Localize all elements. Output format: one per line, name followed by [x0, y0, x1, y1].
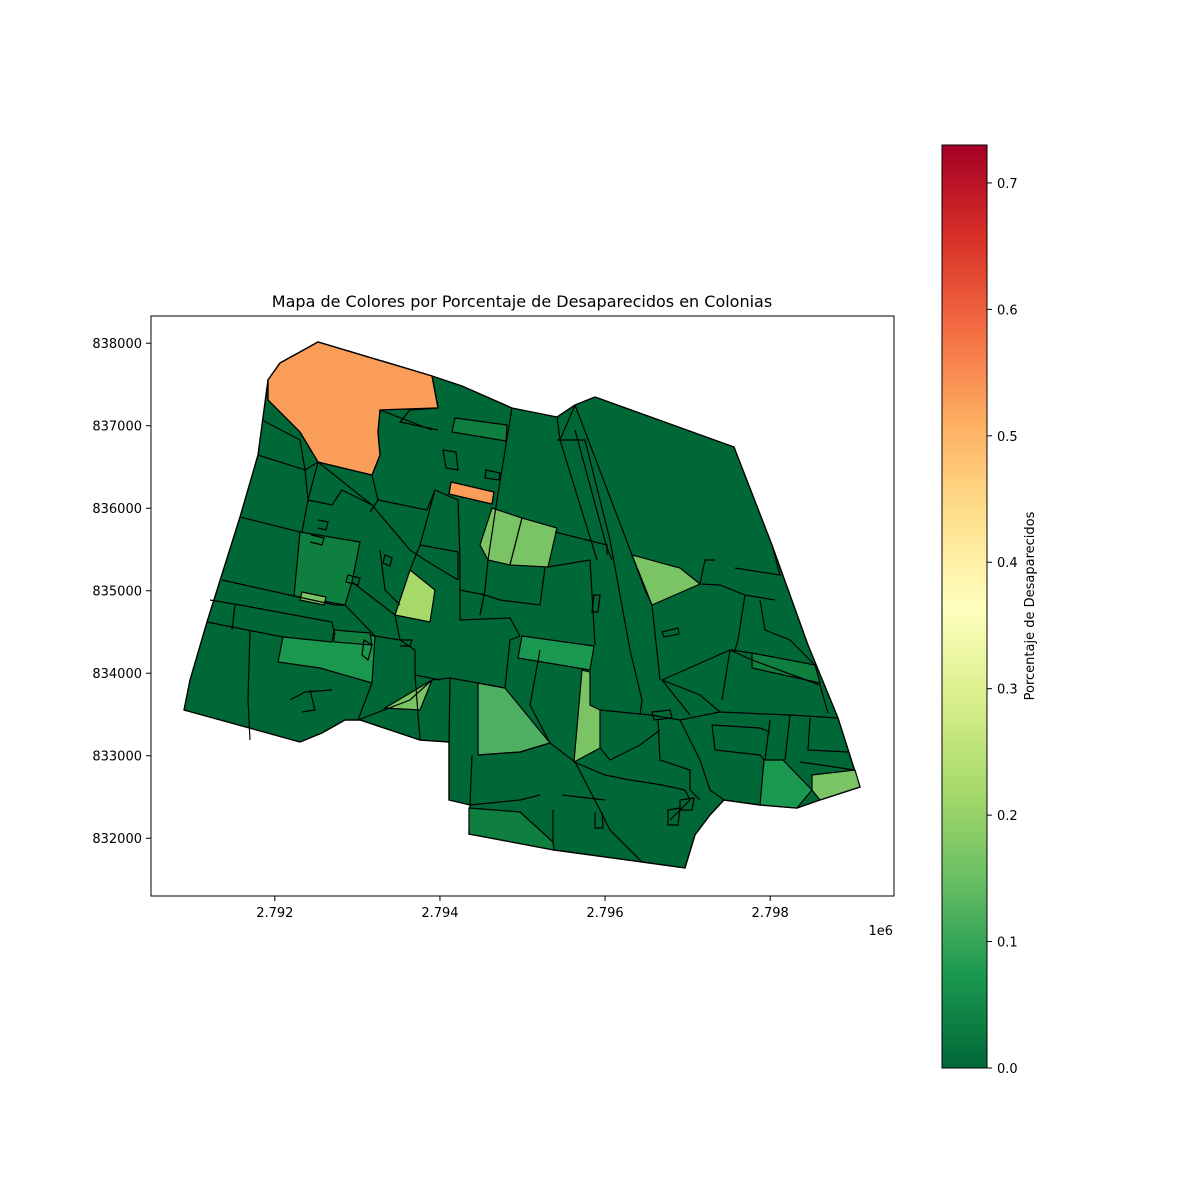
colorbar-ticks: 0.0 0.1 0.2 0.3 0.4 0.5 0.6 0.7: [987, 177, 1018, 1077]
x-offset-label: 1e6: [868, 924, 893, 939]
plot-frame: [150, 315, 895, 897]
x-axis: 2.792 2.794 2.796 2.798: [256, 896, 789, 921]
region-green-east-strip: [751, 652, 821, 684]
map-regions: [183, 341, 861, 869]
colorbar-label: Porcentaje de Desaparecidos: [1023, 511, 1038, 700]
colorbar-tick-label: 0.1: [997, 936, 1018, 951]
y-tick-label: 834000: [92, 667, 142, 682]
colorbar-tick-label: 0.0: [997, 1062, 1018, 1077]
region-green-mid-left: [333, 629, 373, 646]
region-borders: [206, 404, 856, 863]
colorbar-tick-label: 0.3: [997, 683, 1018, 698]
region-lightgreen-se: [811, 769, 861, 801]
colorbar-tick-label: 0.5: [997, 430, 1018, 445]
colorbar-tick-label: 0.4: [997, 556, 1018, 571]
y-tick-label: 833000: [92, 750, 142, 765]
colorbar-tick-label: 0.6: [997, 303, 1018, 318]
y-tick-label: 835000: [92, 585, 142, 600]
y-axis: 832000 833000 834000 835000 836000 837000 8380…: [92, 337, 151, 847]
y-tick-label: 838000: [92, 337, 142, 352]
region-yellowgreen: [394, 568, 436, 623]
region-green-strip: [517, 635, 595, 671]
y-tick-label: 836000: [92, 502, 142, 517]
chart-title: Mapa de Colores por Porcentaje de Desapa…: [272, 292, 772, 311]
colorbar-tick-label: 0.2: [997, 809, 1018, 824]
y-tick-label: 832000: [92, 832, 142, 847]
region-base: [183, 341, 861, 869]
region-orange-nw: [267, 341, 439, 476]
region-orange-strip: [448, 481, 495, 505]
region-green-left: [293, 531, 361, 606]
region-strip-top: [451, 417, 508, 442]
region-lightgreen-east: [631, 554, 702, 606]
region-green-east: [759, 759, 813, 809]
x-tick-label: 2.794: [421, 906, 458, 921]
colorbar-tick-label: 0.7: [997, 177, 1018, 192]
region-green-bottom: [468, 807, 555, 851]
x-tick-label: 2.798: [752, 906, 789, 921]
x-tick-label: 2.792: [256, 906, 293, 921]
x-tick-label: 2.796: [586, 906, 623, 921]
region-light-small: [383, 678, 434, 711]
region-lightgreen-a: [479, 507, 523, 566]
colorbar: [941, 144, 988, 1069]
y-tick-label: 837000: [92, 420, 142, 435]
